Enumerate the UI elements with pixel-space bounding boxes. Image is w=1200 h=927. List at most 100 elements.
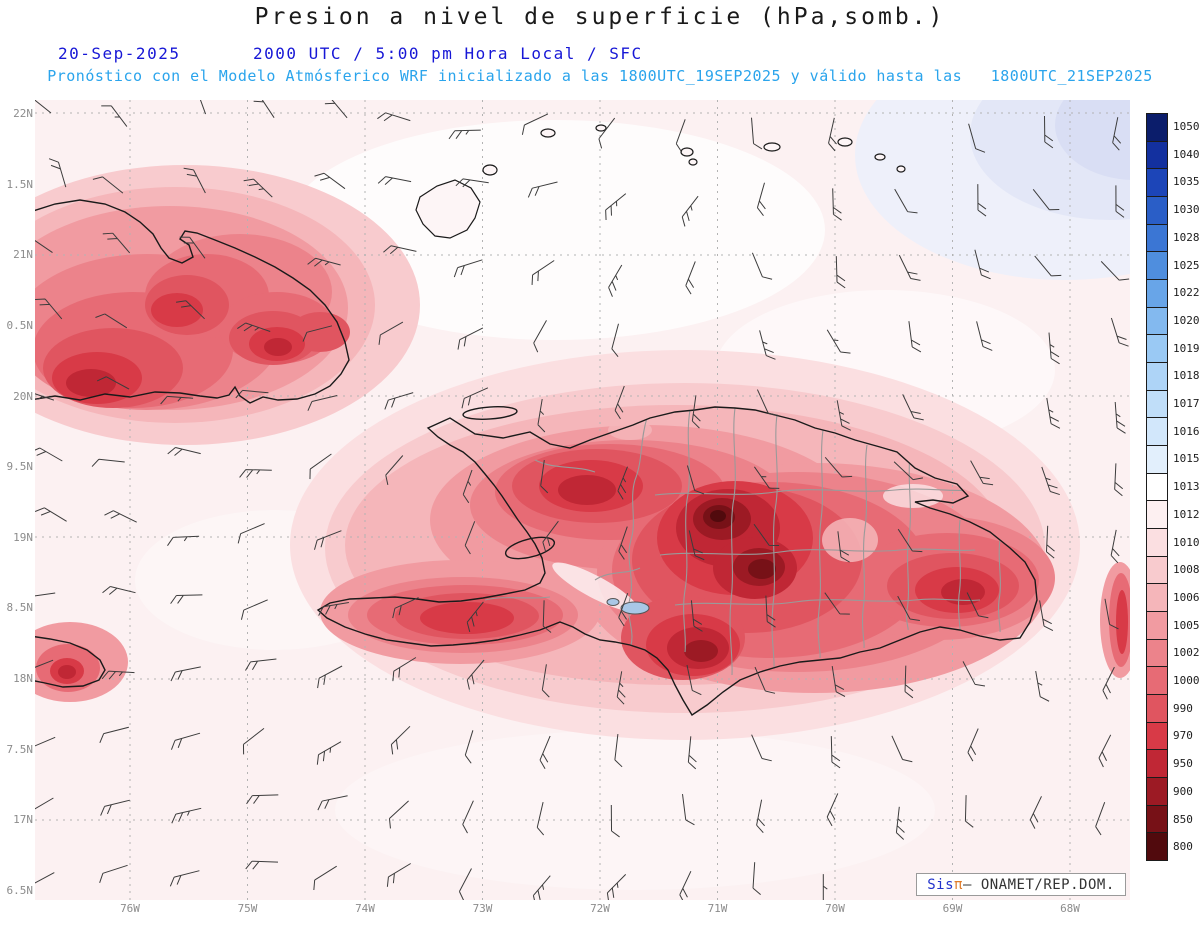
colorbar-box [1146,140,1168,170]
wind-barb [320,100,348,119]
page-title: Presion a nivel de superficie (hPa,somb.… [254,4,946,30]
wind-barb [183,167,206,194]
colorbar-box [1146,666,1168,696]
wind-barb [610,804,620,838]
wind-barb [685,261,696,295]
wind-barb [1114,463,1124,497]
wind-barb [536,801,545,836]
wind-barb [464,730,474,764]
wind-barb [675,119,686,153]
wind-barb [1034,255,1062,277]
colorbar-value: 1020 [1173,313,1200,327]
wind-barb [385,455,404,486]
colorbar-value: 1006 [1173,590,1200,604]
lat-label: 19N [13,530,33,544]
wind-barb [828,117,837,152]
wind-barb [242,728,265,755]
wind-barb [1041,466,1060,496]
wind-barb [104,510,137,523]
wind-barb [170,666,201,682]
credit-rest: – ONAMET/REP.DOM. [962,876,1115,893]
wind-barb [102,232,131,254]
colorbar-box [1146,472,1168,502]
wind-barb [169,870,200,887]
wind-barb [687,736,697,770]
colorbar-box [1146,832,1168,862]
wind-barb [35,237,53,254]
colorbar-value: 1050 [1173,120,1200,133]
wind-barb [898,254,921,281]
wind-barb [383,245,417,255]
wind-barb [976,321,993,351]
wind-barb [313,865,337,891]
colorbar-value: 1010 [1173,535,1200,549]
colorbar-value: 1002 [1173,646,1200,660]
wind-barb [836,400,852,431]
wind-barb [521,113,549,135]
wind-barb [99,864,128,883]
wind-barb [618,526,628,560]
wind-barb [171,807,202,824]
wind-barb [908,321,922,353]
colorbar-value: 1022 [1173,286,1200,300]
lon-label: 69W [942,902,963,915]
colorbar-box [1146,417,1168,447]
colorbar-box [1146,196,1168,225]
time-label: 2000 UTC / 5:00 pm Hora Local / SFC [253,44,643,63]
lon-label: 72W [590,902,610,915]
wind-barb [317,665,343,689]
wind-barb [756,182,766,216]
date-label: 20-Sep-2025 [58,44,181,63]
wind-barb [686,664,702,696]
wind-barb [388,800,409,829]
wind-barb [392,657,417,682]
wind-barb [962,661,986,687]
lon-label: 70W [825,902,845,915]
wind-barb [1029,796,1042,829]
wind-barb [822,874,832,900]
wind-barb [35,797,54,822]
colorbar-box [1146,555,1168,585]
wind-barb [462,800,474,834]
wind-barb [681,195,699,227]
wind-barb [618,593,629,627]
colorbar-box [1146,389,1168,419]
borders-layer [484,407,1001,676]
wind-barb [690,600,703,632]
colorbar-value: 970 [1173,729,1193,743]
wind-barb [243,178,273,198]
wind-barb [35,736,56,758]
wind-barb [35,592,56,606]
wind-barb [537,399,546,433]
credit-badge: Sis π – ONAMET/REP.DOM. [916,873,1126,896]
colorbar-box [1146,583,1168,613]
wind-barb [1098,734,1112,768]
wind-barb [974,249,991,280]
wind-barb [598,117,616,149]
gonave-island-coastline [504,536,556,560]
lat-label: 17N [13,813,33,827]
colorbar-box [1146,279,1168,308]
wind-barb [91,458,125,467]
wind-barb [170,594,203,604]
lon-label: 68W [1060,902,1080,915]
wind-barb [540,460,549,494]
wind-barb [167,535,200,546]
wind-barb [759,330,776,360]
colorbar-box [1146,306,1168,336]
wind-barb [835,256,846,289]
wind-barb [527,181,558,198]
wind-barb [170,732,201,750]
wind-barb [1035,671,1050,702]
wind-barb [542,600,552,633]
wind-barb [751,252,773,280]
pressure-shading-layer [35,100,1130,900]
colorbar-box [1146,223,1168,253]
wind-barb [101,670,135,680]
great-inagua-coastline [415,179,481,239]
wind-barb [837,531,850,563]
wind-barb [453,259,483,278]
wind-barb [533,320,547,353]
colorbar-value: 1018 [1173,369,1200,383]
